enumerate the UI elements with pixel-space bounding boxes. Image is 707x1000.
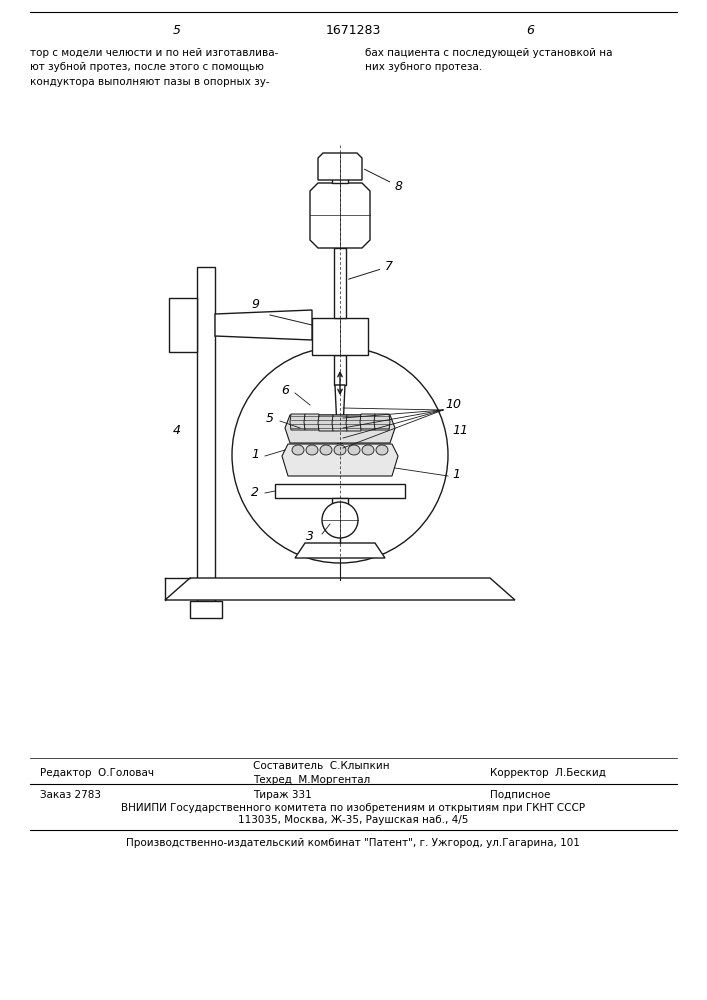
Text: 113035, Москва, Ж-35, Раушская наб., 4/5: 113035, Москва, Ж-35, Раушская наб., 4/5 — [238, 815, 468, 825]
Text: 10: 10 — [445, 398, 461, 412]
Text: 6: 6 — [281, 383, 289, 396]
Ellipse shape — [334, 445, 346, 455]
Text: 1671283: 1671283 — [325, 23, 380, 36]
Text: ВНИИПИ Государственного комитета по изобретениям и открытиям при ГКНТ СССР: ВНИИПИ Государственного комитета по изоб… — [121, 803, 585, 813]
Polygon shape — [197, 267, 215, 601]
Text: 4: 4 — [173, 424, 181, 436]
Polygon shape — [374, 414, 390, 430]
Polygon shape — [310, 183, 370, 248]
Ellipse shape — [376, 445, 388, 455]
Polygon shape — [318, 153, 362, 180]
Text: 9: 9 — [251, 298, 259, 312]
Circle shape — [322, 502, 358, 538]
Text: 11: 11 — [452, 424, 468, 436]
Polygon shape — [304, 414, 320, 430]
Text: Корректор  Л.Бескид: Корректор Л.Бескид — [490, 768, 606, 778]
Polygon shape — [295, 543, 385, 558]
Polygon shape — [190, 601, 222, 618]
Text: Заказ 2783: Заказ 2783 — [40, 790, 101, 800]
Polygon shape — [165, 578, 515, 600]
Polygon shape — [285, 415, 395, 443]
Polygon shape — [215, 310, 312, 340]
Polygon shape — [312, 318, 368, 355]
Polygon shape — [334, 248, 346, 318]
Ellipse shape — [306, 445, 318, 455]
Text: Подписное: Подписное — [490, 790, 550, 800]
Polygon shape — [290, 414, 306, 430]
Ellipse shape — [292, 445, 304, 455]
Text: бах пациента с последующей установкой на
них зубного протеза.: бах пациента с последующей установкой на… — [365, 48, 612, 72]
Text: Редактор  О.Головач: Редактор О.Головач — [40, 768, 154, 778]
Polygon shape — [360, 414, 376, 430]
Polygon shape — [169, 298, 197, 352]
Text: тор с модели челюсти и по ней изготавлива-
ют зубной протез, после этого с помощ: тор с модели челюсти и по ней изготавлив… — [30, 48, 279, 87]
Polygon shape — [318, 415, 334, 431]
Text: 5: 5 — [173, 23, 181, 36]
Polygon shape — [275, 484, 405, 498]
Text: Тираж 331: Тираж 331 — [253, 790, 312, 800]
Text: 6: 6 — [526, 23, 534, 36]
Ellipse shape — [320, 445, 332, 455]
Polygon shape — [332, 158, 348, 183]
Text: 5: 5 — [266, 412, 274, 424]
Text: 7: 7 — [349, 260, 393, 279]
Polygon shape — [282, 444, 398, 476]
Polygon shape — [346, 415, 362, 431]
Text: 3: 3 — [306, 530, 314, 542]
Polygon shape — [338, 450, 342, 458]
Text: Производственно-издательский комбинат "Патент", г. Ужгород, ул.Гагарина, 101: Производственно-издательский комбинат "П… — [126, 838, 580, 848]
Ellipse shape — [348, 445, 360, 455]
Polygon shape — [332, 415, 348, 431]
Polygon shape — [335, 385, 345, 450]
Text: Составитель  С.Клыпкин: Составитель С.Клыпкин — [253, 761, 390, 771]
Polygon shape — [332, 498, 348, 510]
Polygon shape — [334, 355, 346, 385]
Text: 8: 8 — [365, 169, 403, 193]
Text: Техред  М.Моргентал: Техред М.Моргентал — [253, 775, 370, 785]
Text: 1: 1 — [452, 468, 460, 482]
Ellipse shape — [362, 445, 374, 455]
Text: 1: 1 — [251, 448, 259, 462]
Text: 2: 2 — [251, 487, 259, 499]
